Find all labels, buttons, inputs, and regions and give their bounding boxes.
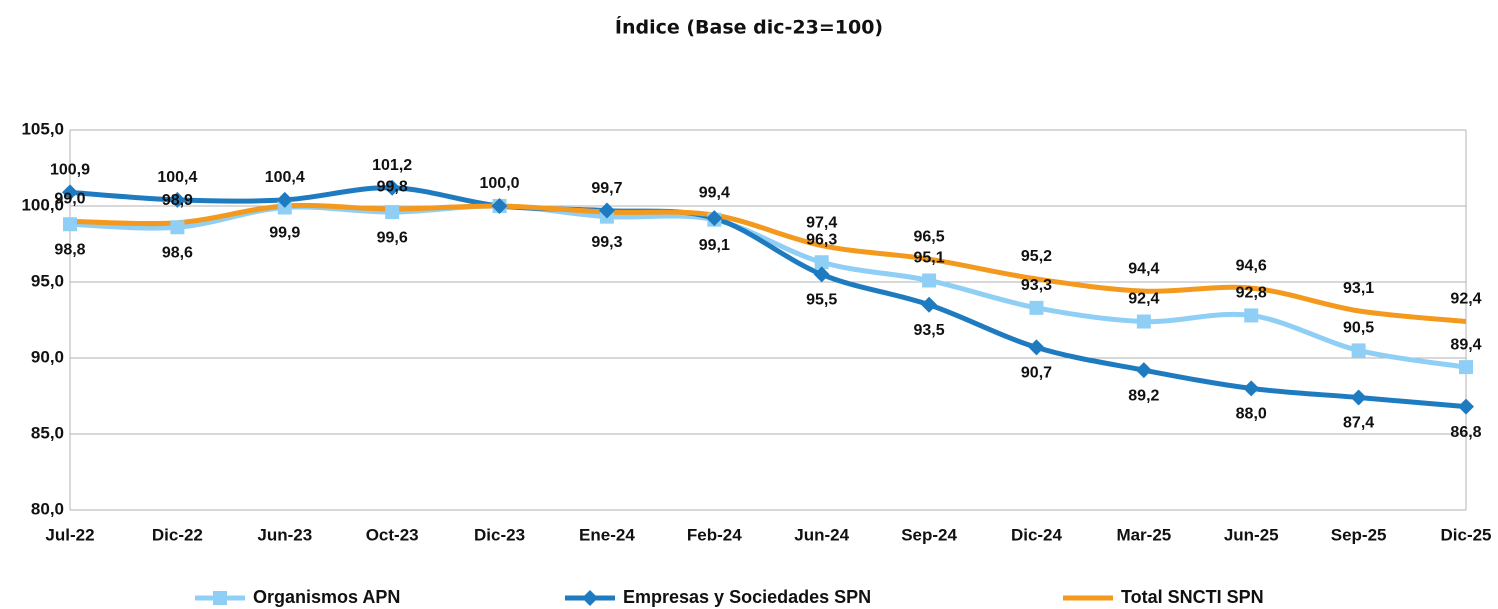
x-tick-label: Jun-23: [257, 525, 312, 544]
marker: [1029, 300, 1044, 315]
data-label: 86,8: [1450, 424, 1481, 441]
x-tick-label: Jun-24: [794, 525, 849, 544]
marker: [706, 210, 723, 227]
marker: [170, 220, 185, 235]
marker: [1028, 339, 1045, 356]
data-label: 95,2: [1021, 248, 1052, 265]
data-label: 99,0: [54, 190, 85, 207]
marker: [813, 266, 830, 283]
data-label: 92,4: [1128, 291, 1159, 308]
data-label: 101,2: [372, 157, 412, 174]
marker: [385, 205, 400, 220]
x-tick-label: Jul-22: [45, 525, 94, 544]
data-label: 96,3: [806, 231, 837, 248]
y-tick-label: 80,0: [31, 499, 64, 518]
data-label: 94,4: [1128, 260, 1159, 277]
data-label: 98,8: [54, 241, 85, 258]
data-label: 99,6: [377, 229, 408, 246]
legend-label: Total SNCTI SPN: [1121, 587, 1264, 607]
marker: [598, 202, 615, 219]
data-label: 88,0: [1236, 406, 1267, 423]
data-label: 94,6: [1236, 257, 1267, 274]
data-label: 89,2: [1128, 387, 1159, 404]
marker: [169, 191, 186, 208]
y-tick-label: 105,0: [21, 119, 64, 138]
data-label: 93,1: [1343, 280, 1374, 297]
marker: [1351, 343, 1366, 358]
legend-marker: [582, 590, 598, 606]
chart-title: Índice (Base dic-23=100): [615, 16, 883, 39]
line: [69, 185, 1467, 410]
marker: [491, 198, 508, 214]
marker: [1459, 360, 1473, 375]
marker: [1244, 308, 1259, 323]
data-label: 90,5: [1343, 320, 1374, 337]
marker: [1458, 398, 1474, 415]
line: [69, 202, 1467, 325]
x-tick-label: Jun-25: [1224, 525, 1279, 544]
data-label: 95,1: [914, 250, 945, 267]
x-tick-label: Mar-25: [1116, 525, 1171, 544]
data-label: 95,5: [806, 292, 837, 309]
y-tick-label: 90,0: [31, 347, 64, 366]
y-tick-label: 100,0: [21, 195, 64, 214]
marker: [1135, 362, 1152, 379]
x-tick-label: Feb-24: [687, 525, 742, 544]
data-label: 99,7: [591, 180, 622, 197]
data-label: 93,5: [914, 322, 945, 339]
x-tick-label: Sep-24: [901, 525, 957, 544]
data-label: 99,3: [591, 234, 622, 251]
marker: [276, 191, 293, 208]
legend-label: Empresas y Sociedades SPN: [623, 587, 871, 607]
marker: [1243, 380, 1260, 397]
marker: [922, 273, 937, 288]
data-label: 99,8: [377, 178, 408, 195]
data-label: 99,9: [269, 225, 300, 242]
legend-label: Organismos APN: [253, 587, 400, 607]
x-tick-label: Dic-25: [1440, 525, 1491, 544]
marker: [62, 184, 78, 201]
data-label: 90,7: [1021, 365, 1052, 382]
data-label: 99,1: [699, 237, 730, 254]
marker: [814, 255, 829, 270]
data-label: 96,5: [914, 228, 945, 245]
data-label: 87,4: [1343, 415, 1374, 432]
data-label: 99,4: [699, 184, 730, 201]
x-tick-label: Oct-23: [366, 525, 419, 544]
marker: [1136, 314, 1151, 329]
marker: [1350, 389, 1367, 406]
x-tick-label: Ene-24: [579, 525, 635, 544]
data-label: 97,4: [806, 215, 837, 232]
data-label: 100,0: [480, 175, 520, 192]
y-tick-label: 85,0: [31, 423, 64, 442]
data-label: 100,4: [157, 169, 197, 186]
data-label: 89,4: [1450, 336, 1481, 353]
data-label: 93,3: [1021, 277, 1052, 294]
data-label: 98,9: [162, 192, 193, 209]
data-label: 100,4: [265, 169, 305, 186]
x-tick-label: Dic-23: [474, 525, 525, 544]
x-tick-label: Dic-24: [1011, 525, 1063, 544]
data-label: 92,4: [1450, 291, 1481, 308]
data-label: 100,9: [50, 162, 90, 179]
marker: [921, 296, 938, 313]
marker: [384, 179, 401, 196]
legend-marker: [213, 591, 227, 605]
marker: [63, 217, 77, 232]
data-label: 98,6: [162, 244, 193, 261]
y-tick-label: 95,0: [31, 271, 64, 290]
x-tick-label: Sep-25: [1331, 525, 1387, 544]
x-tick-label: Dic-22: [152, 525, 203, 544]
data-label: 92,8: [1236, 285, 1267, 302]
